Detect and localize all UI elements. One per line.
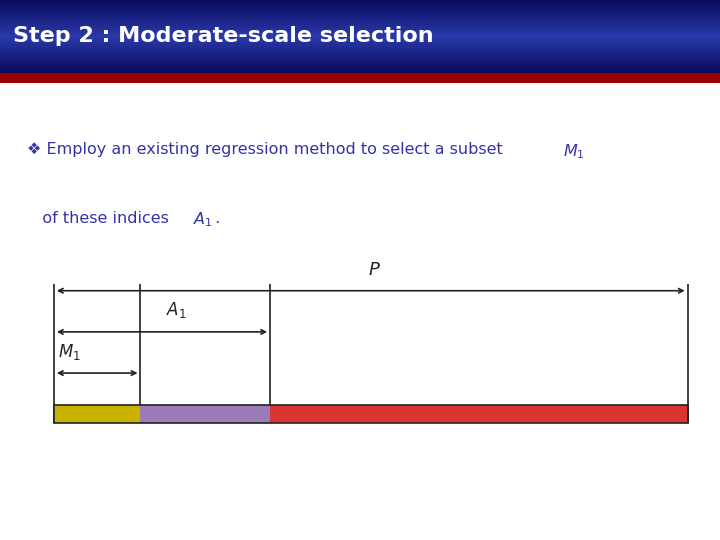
Bar xyxy=(270,405,688,423)
Text: $P$: $P$ xyxy=(368,261,381,279)
Text: Step 2 : Moderate-scale selection: Step 2 : Moderate-scale selection xyxy=(13,26,433,46)
Text: .: . xyxy=(210,211,220,226)
Text: $A_1$: $A_1$ xyxy=(166,300,186,320)
Text: ❖ Employ an existing regression method to select a subset: ❖ Employ an existing regression method t… xyxy=(27,142,508,157)
Text: $M_1$: $M_1$ xyxy=(563,142,585,161)
Text: of these indices: of these indices xyxy=(27,211,179,226)
Bar xyxy=(0,73,720,83)
Text: $M_1$: $M_1$ xyxy=(58,342,81,362)
Bar xyxy=(54,405,140,423)
Bar xyxy=(140,405,270,423)
Bar xyxy=(54,405,688,423)
Text: $A_1$: $A_1$ xyxy=(193,211,212,229)
